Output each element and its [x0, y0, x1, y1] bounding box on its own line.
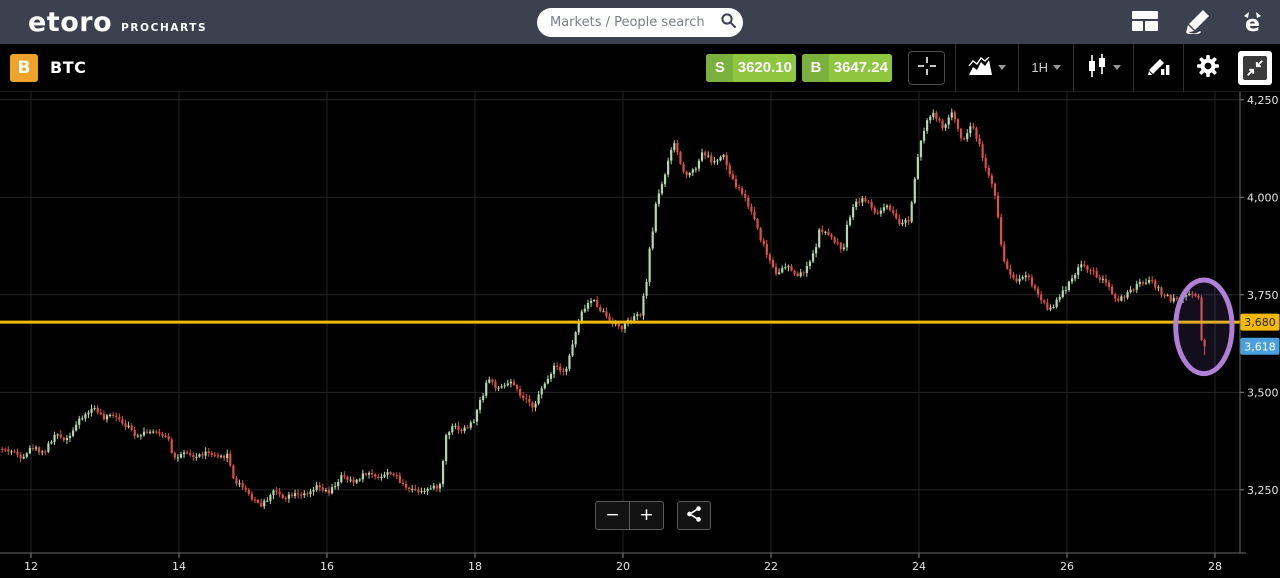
chevron-down-icon — [1113, 65, 1121, 70]
price-badge-current: 3,618 — [1240, 337, 1280, 355]
svg-text:e: e — [1245, 12, 1260, 35]
crosshair-button[interactable] — [908, 50, 946, 85]
svg-text:3,250: 3,250 — [1247, 484, 1279, 497]
svg-text:4,250: 4,250 — [1247, 94, 1279, 107]
candles-layer — [1, 108, 1206, 509]
axis-labels: 3,250 3,500 3,750 4,000 4,250 12 14 16 18 20 22 24 2… — [24, 94, 1278, 573]
buy-button[interactable]: B 3647.24 — [802, 53, 893, 82]
etoro-logo: etoro PROCHARTS — [28, 9, 207, 36]
zoom-out-button[interactable]: − — [595, 501, 630, 530]
settings-button[interactable] — [1184, 44, 1232, 92]
grid-lines — [0, 92, 1244, 558]
timeframe-button[interactable]: 1H — [1019, 44, 1073, 92]
bitcoin-glyph: B — [17, 57, 31, 78]
instrument-name: BTC — [50, 58, 87, 77]
area-chart-icon — [968, 56, 993, 79]
svg-text:22: 22 — [764, 560, 778, 573]
etoro-home-button[interactable]: e — [1238, 7, 1266, 38]
sell-letter: S — [706, 53, 734, 82]
edit-button[interactable] — [1184, 8, 1212, 37]
svg-text:20: 20 — [616, 560, 630, 573]
svg-text:3,680: 3,680 — [1244, 316, 1276, 329]
bitcoin-icon: B — [10, 53, 38, 82]
pencil-icon — [1184, 8, 1212, 37]
buy-price: 3647.24 — [829, 53, 893, 82]
price-chart[interactable]: 3,680 3,618 3,250 3,500 3,750 4,000 4,250 12 14 1… — [0, 92, 1280, 578]
svg-text:26: 26 — [1060, 560, 1074, 573]
svg-text:12: 12 — [24, 560, 38, 573]
candlestick-icon — [1086, 54, 1108, 81]
search-icon[interactable] — [720, 12, 737, 33]
toolbar-divider — [955, 43, 957, 92]
svg-text:18: 18 — [468, 560, 482, 573]
layout-icon — [1132, 10, 1158, 34]
crosshair-icon — [916, 55, 938, 80]
buy-letter: B — [802, 53, 830, 82]
etoro-logo-text: etoro — [28, 6, 113, 38]
price-badge-line: 3,680 — [1240, 313, 1280, 331]
svg-text:3,618: 3,618 — [1244, 340, 1276, 353]
procharts-label: PROCHARTS — [121, 21, 208, 34]
collapse-icon — [1243, 55, 1267, 80]
svg-text:14: 14 — [172, 560, 186, 573]
toolbar-divider — [1183, 43, 1184, 92]
draw-icon — [1146, 56, 1171, 80]
chart-toolbar: B BTC S 3620.10 B 3647.24 — [0, 43, 1280, 92]
svg-text:3,750: 3,750 — [1247, 289, 1279, 302]
toolbar-divider — [1018, 43, 1020, 92]
svg-text:24: 24 — [912, 560, 926, 573]
gear-icon — [1196, 54, 1220, 81]
share-button[interactable] — [677, 501, 711, 530]
svg-text:28: 28 — [1208, 560, 1222, 573]
svg-text:3,500: 3,500 — [1247, 386, 1279, 399]
ellipse-annotation[interactable] — [1173, 277, 1235, 377]
chart-type-button[interactable] — [956, 44, 1018, 92]
top-navigation: etoro PROCHARTS — [0, 0, 1280, 44]
chevron-down-icon — [1053, 65, 1061, 70]
collapse-chart-button[interactable] — [1238, 50, 1272, 85]
instrument: B BTC — [10, 53, 87, 82]
sell-price: 3620.10 — [733, 53, 797, 82]
etoro-badge-icon: e — [1238, 7, 1266, 38]
search-box[interactable] — [537, 7, 743, 37]
toolbar-divider — [1073, 43, 1074, 92]
chevron-down-icon — [998, 65, 1007, 70]
chart-area: 3,680 3,618 3,250 3,500 3,750 4,000 4,250 12 14 1… — [0, 92, 1280, 578]
chart-zoom-controls: − + — [595, 501, 711, 530]
search-input[interactable] — [550, 14, 720, 30]
share-icon — [685, 505, 703, 526]
timeframe-label: 1H — [1031, 60, 1048, 75]
toolbar-divider — [1133, 43, 1134, 92]
svg-text:16: 16 — [320, 560, 334, 573]
drawing-tools-button[interactable] — [1134, 44, 1183, 92]
sell-button[interactable]: S 3620.10 — [706, 53, 797, 82]
svg-text:4,000: 4,000 — [1247, 191, 1279, 204]
zoom-in-button[interactable]: + — [629, 501, 664, 530]
layout-button[interactable] — [1132, 10, 1158, 34]
series-style-button[interactable] — [1074, 44, 1133, 92]
